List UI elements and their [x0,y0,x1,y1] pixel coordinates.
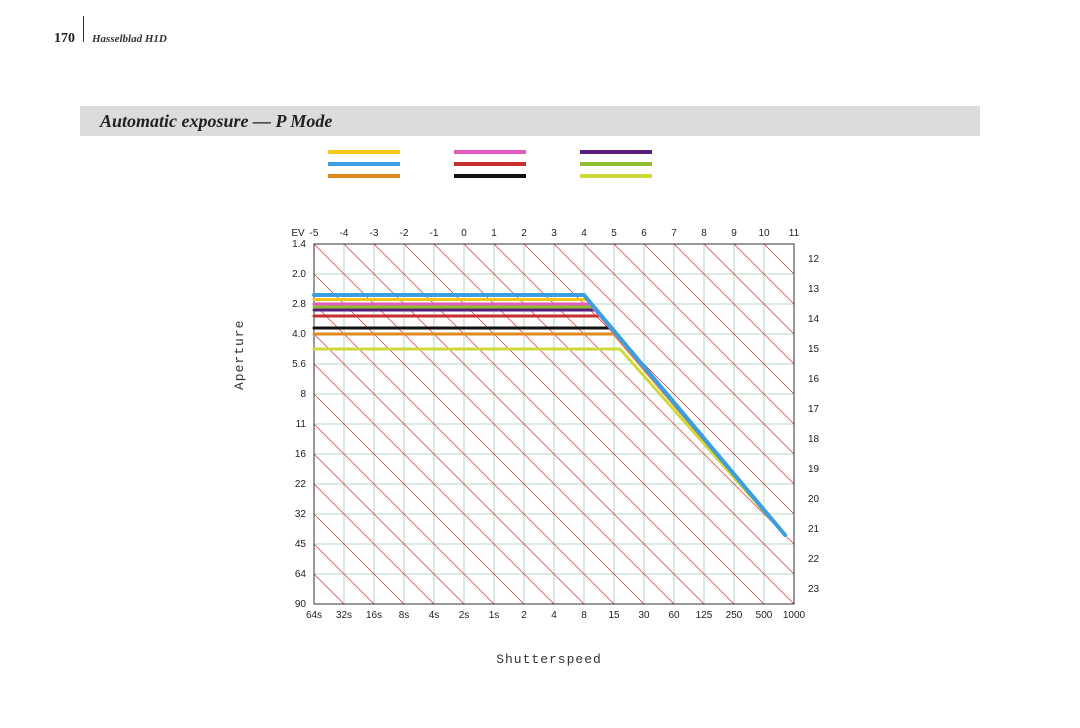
svg-text:10: 10 [758,228,770,239]
legend-swatch [328,162,400,166]
svg-text:32s: 32s [336,610,352,621]
svg-text:1.4: 1.4 [292,239,306,250]
svg-text:18: 18 [808,434,820,445]
svg-text:13: 13 [808,284,820,295]
svg-text:17: 17 [808,404,820,415]
svg-text:11: 11 [296,419,307,430]
y-axis-label: Aperture [232,320,247,390]
svg-text:2.0: 2.0 [292,269,306,280]
svg-text:45: 45 [295,539,307,550]
svg-text:16: 16 [808,374,820,385]
svg-text:15: 15 [808,344,820,355]
svg-text:-1: -1 [430,228,439,239]
svg-text:12: 12 [808,254,820,265]
svg-text:6: 6 [641,228,647,239]
svg-text:30: 30 [638,610,650,621]
svg-text:90: 90 [295,599,307,610]
svg-text:1000: 1000 [783,610,806,621]
svg-text:60: 60 [668,610,680,621]
svg-text:8: 8 [701,228,707,239]
legend-swatch [580,162,652,166]
svg-text:4s: 4s [429,610,440,621]
svg-text:2s: 2s [459,610,470,621]
svg-text:16: 16 [295,449,307,460]
svg-text:7: 7 [671,228,677,239]
svg-text:-4: -4 [340,228,349,239]
svg-text:500: 500 [756,610,773,621]
svg-text:9: 9 [731,228,737,239]
svg-text:4: 4 [581,228,587,239]
chart-legend [328,150,652,178]
legend-swatch [454,174,526,178]
legend-column [580,150,652,178]
svg-text:32: 32 [295,509,307,520]
svg-text:125: 125 [696,610,713,621]
svg-text:5: 5 [611,228,617,239]
legend-swatch [454,162,526,166]
x-axis-label: Shutterspeed [260,652,838,667]
svg-text:21: 21 [808,524,820,535]
legend-swatch [328,174,400,178]
legend-swatch [580,174,652,178]
svg-text:EV: EV [291,228,305,239]
page-number: 170 [54,31,83,47]
svg-text:64s: 64s [306,610,322,621]
svg-text:23: 23 [808,584,820,595]
svg-text:1s: 1s [489,610,500,621]
svg-text:4.0: 4.0 [292,329,306,340]
section-title-bar: Automatic exposure — P Mode [80,106,980,136]
svg-text:22: 22 [808,554,820,565]
svg-text:8: 8 [300,389,306,400]
svg-text:22: 22 [295,479,307,490]
exposure-chart: Aperture 1.42.02.84.05.68111622324564906… [260,220,838,667]
svg-text:11: 11 [789,228,800,239]
page-header: 170 Hasselblad H1D [54,22,167,47]
svg-text:4: 4 [551,610,557,621]
svg-text:64: 64 [295,569,307,580]
svg-text:15: 15 [608,610,620,621]
svg-text:8: 8 [581,610,587,621]
svg-text:2.8: 2.8 [292,299,306,310]
legend-swatch [328,150,400,154]
svg-text:2: 2 [521,228,527,239]
svg-text:20: 20 [808,494,820,505]
svg-text:-5: -5 [310,228,319,239]
svg-text:19: 19 [808,464,820,475]
svg-text:3: 3 [551,228,557,239]
svg-text:-2: -2 [400,228,409,239]
svg-text:1: 1 [491,228,497,239]
legend-column [328,150,400,178]
legend-swatch [454,150,526,154]
svg-text:16s: 16s [366,610,382,621]
svg-text:5.6: 5.6 [292,359,306,370]
svg-text:-3: -3 [370,228,379,239]
manual-title: Hasselblad H1D [84,33,167,45]
svg-text:0: 0 [461,228,467,239]
chart-svg: 1.42.02.84.05.681116223245649064s32s16s8… [260,220,838,628]
svg-text:8s: 8s [399,610,410,621]
svg-text:250: 250 [726,610,743,621]
svg-text:2: 2 [521,610,527,621]
section-title: Automatic exposure — P Mode [80,111,332,132]
legend-column [454,150,526,178]
svg-text:14: 14 [808,314,820,325]
legend-swatch [580,150,652,154]
page: 170 Hasselblad H1D Automatic exposure — … [0,0,1080,728]
